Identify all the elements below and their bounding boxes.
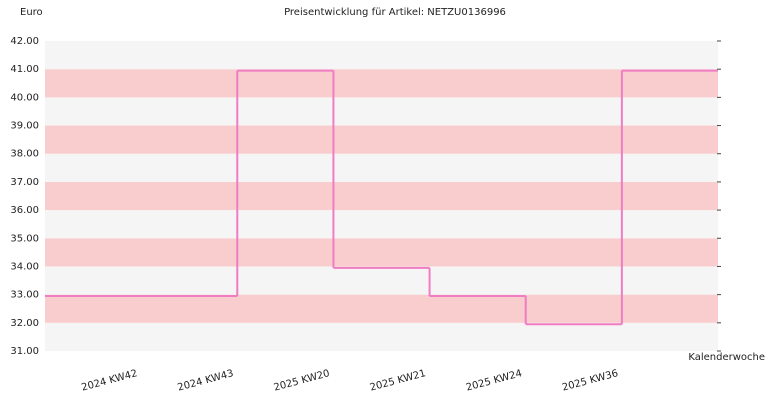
band: [45, 69, 718, 98]
band: [45, 97, 718, 126]
band: [45, 125, 718, 154]
x-tick-label: 2025 KW20: [273, 368, 331, 393]
band: [45, 266, 718, 295]
y-tick-label: 35.00: [10, 233, 39, 244]
y-tick-label: 37.00: [10, 177, 39, 188]
y-tick-label: 31.00: [10, 346, 39, 357]
y-tick-label: 34.00: [10, 261, 39, 272]
y-tick-label: 41.00: [10, 64, 39, 75]
y-axis-title: Euro: [20, 7, 43, 18]
band: [45, 238, 718, 267]
band: [45, 181, 718, 211]
band: [45, 153, 718, 182]
x-tick-label: 2025 KW21: [369, 368, 427, 393]
x-tick-label: 2024 KW42: [80, 368, 138, 393]
x-tick-label: 2024 KW43: [176, 368, 234, 393]
band: [45, 210, 718, 239]
x-axis-title: Kalenderwoche: [688, 352, 765, 363]
y-tick-label: 32.00: [10, 318, 39, 329]
y-tick-label: 36.00: [10, 205, 39, 216]
band: [45, 41, 718, 70]
x-tick-label: 2025 KW24: [465, 368, 523, 393]
x-tick-label: 2025 KW36: [561, 368, 619, 393]
y-tick-label: 39.00: [10, 121, 39, 132]
y-tick-label: 38.00: [10, 149, 39, 160]
chart-title: Preisentwicklung für Artikel: NETZU01369…: [284, 7, 506, 18]
band: [45, 294, 718, 323]
band: [45, 322, 718, 351]
y-tick-label: 42.00: [10, 36, 39, 47]
y-tick-label: 40.00: [10, 92, 39, 103]
y-tick-label: 33.00: [10, 290, 39, 301]
